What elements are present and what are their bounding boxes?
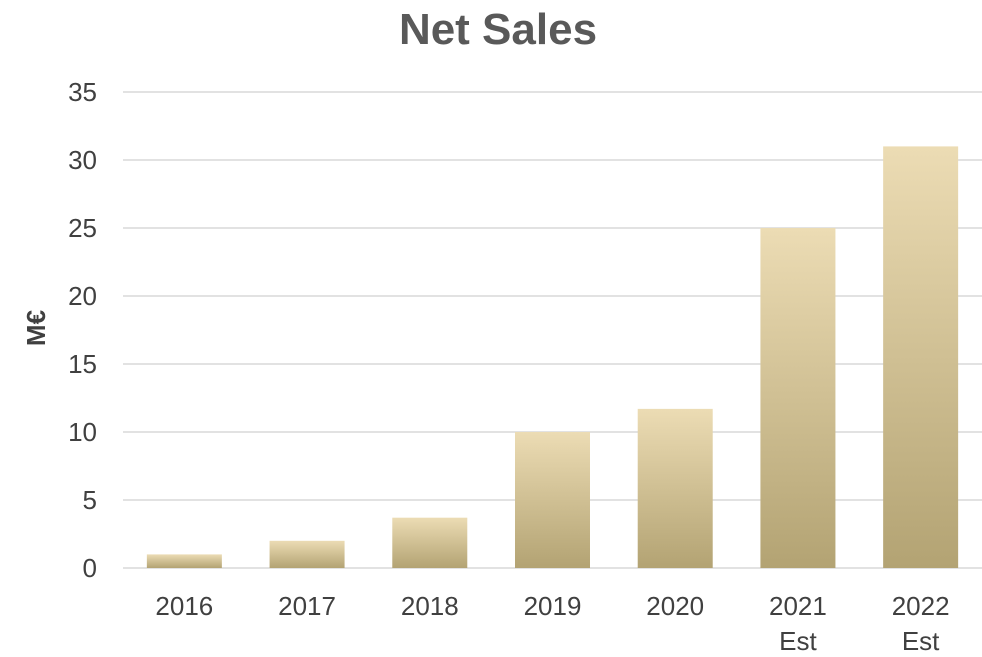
x-tick-label: 2017 (278, 591, 336, 621)
x-tick-label: 2022 Est (892, 591, 950, 656)
x-tick-year: 2021 (769, 591, 827, 621)
bar-2017 (269, 540, 345, 568)
y-tick-label: 30 (68, 145, 97, 175)
x-tick-year: 2016 (155, 591, 213, 621)
x-tick-label: 2020 (646, 591, 704, 621)
bar-2021-est (760, 228, 836, 568)
y-tick-label: 10 (68, 417, 97, 447)
y-tick-label: 25 (68, 213, 97, 243)
bar-2022-est (883, 146, 959, 568)
x-axis-ticks: 2016 2017 2018 2019 2020 2021 Est 2022 Est (155, 591, 949, 656)
y-tick-label: 20 (68, 281, 97, 311)
bars (146, 146, 959, 568)
x-tick-year: 2019 (524, 591, 582, 621)
y-tick-label: 15 (68, 349, 97, 379)
x-tick-year: 2017 (278, 591, 336, 621)
x-tick-label: 2019 (524, 591, 582, 621)
x-tick-label: 2021 Est (769, 591, 827, 656)
x-tick-label: 2018 (401, 591, 459, 621)
x-tick-suffix: Est (779, 626, 817, 656)
x-tick-year: 2022 (892, 591, 950, 621)
bar-2019 (515, 432, 590, 568)
y-axis-ticks: 0 5 10 15 20 25 30 35 (68, 77, 97, 583)
y-tick-label: 35 (68, 77, 97, 107)
bar-2018 (392, 517, 468, 568)
x-tick-suffix: Est (902, 626, 940, 656)
x-tick-year: 2018 (401, 591, 459, 621)
x-tick-label: 2016 (155, 591, 213, 621)
chart-title: Net Sales (399, 5, 597, 54)
y-tick-label: 0 (83, 553, 97, 583)
y-tick-label: 5 (83, 485, 97, 515)
bar-2016 (146, 554, 222, 568)
bar-2020 (637, 408, 713, 568)
y-axis-label: M€ (21, 310, 51, 346)
x-tick-year: 2020 (646, 591, 704, 621)
